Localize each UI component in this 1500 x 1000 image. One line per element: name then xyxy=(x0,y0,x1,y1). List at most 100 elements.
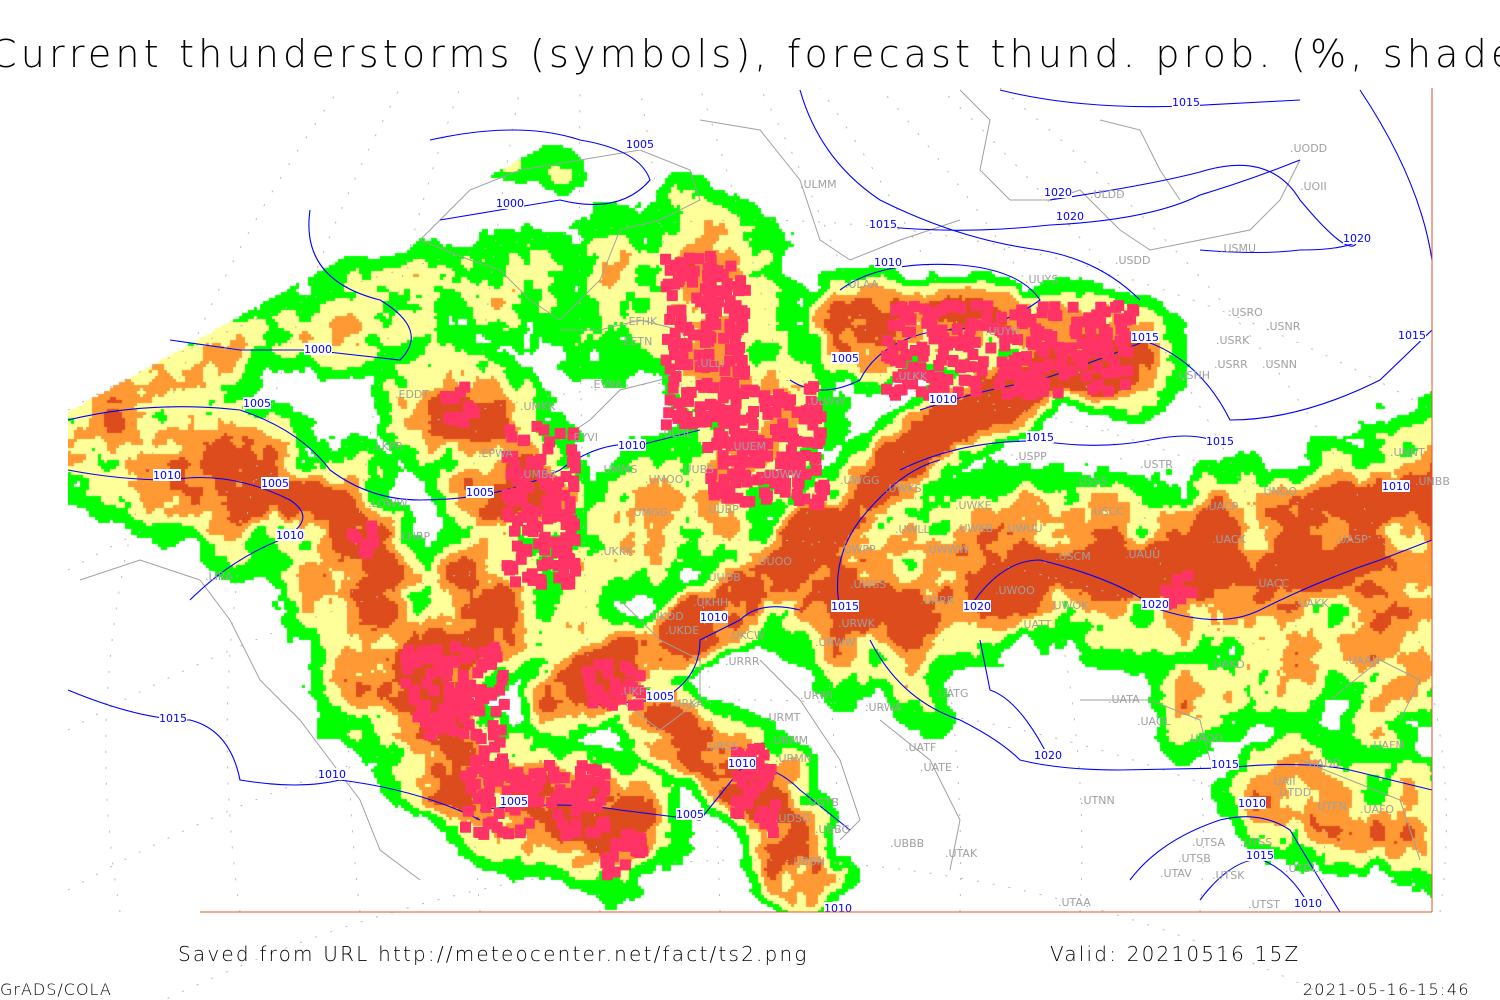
thunderstorm-symbol xyxy=(484,781,496,793)
station-label: .UNNT xyxy=(1390,446,1425,459)
thunderstorm-symbol xyxy=(958,359,970,371)
station-label: .UNOO xyxy=(1260,485,1297,498)
svg-text:1010: 1010 xyxy=(1294,897,1322,910)
parallel-line xyxy=(67,379,1433,571)
station-label: .USRR xyxy=(1214,358,1248,371)
thunderstorm-symbol xyxy=(807,419,819,431)
svg-text:1010: 1010 xyxy=(276,529,304,542)
parallel-line xyxy=(163,859,1337,1000)
station-label: .UACK xyxy=(1212,533,1247,546)
isobar-label: 1005 xyxy=(500,795,528,808)
thunderstorm-symbol xyxy=(528,768,540,780)
thunderstorm-symbol xyxy=(930,374,942,386)
thunderstorm-symbol xyxy=(884,352,896,364)
isobar-label: 1000 xyxy=(496,197,524,210)
thunderstorm-symbol xyxy=(881,335,893,347)
isobar-label: 1010 xyxy=(874,256,902,269)
station-label: .USPP xyxy=(1015,450,1047,463)
thunderstorm-symbol xyxy=(1179,586,1191,598)
station-label: .UMBB xyxy=(520,468,556,481)
thunderstorm-symbol xyxy=(777,418,789,430)
thunderstorm-symbol xyxy=(713,429,725,441)
thunderstorm-symbol xyxy=(504,424,516,436)
thunderstorm-symbol xyxy=(1045,337,1056,349)
thunderstorm-symbol xyxy=(916,341,928,353)
thunderstorm-symbol xyxy=(792,476,804,488)
thunderstorm-symbol xyxy=(928,333,940,345)
thunderstorm-symbol xyxy=(1021,354,1032,366)
thunderstorm-symbol xyxy=(734,458,746,470)
thunderstorm-symbol xyxy=(935,354,947,366)
isobar-label: 1020 xyxy=(1141,598,1169,611)
thunderstorm-symbol xyxy=(758,749,770,761)
thunderstorm-symbol xyxy=(457,706,469,718)
thunderstorm-symbol xyxy=(909,345,921,356)
thunderstorm-symbol xyxy=(411,656,423,668)
station-label: .UATG xyxy=(935,687,968,700)
thunderstorm-symbol xyxy=(704,251,716,262)
thunderstorm-symbol xyxy=(926,318,938,330)
thunderstorm-symbol xyxy=(963,341,975,353)
isobar-label: 1015 xyxy=(1211,758,1239,771)
thunderstorm-symbol xyxy=(1055,360,1067,372)
thunderstorm-symbol xyxy=(728,311,740,323)
isobar-label: 1015 xyxy=(1172,96,1200,109)
thunderstorm-symbol xyxy=(582,801,594,813)
svg-text:1020: 1020 xyxy=(1044,186,1072,199)
thunderstorm-symbol xyxy=(522,524,534,536)
thunderstorm-symbol xyxy=(1114,335,1126,347)
thunderstorm-symbol xyxy=(1024,380,1036,392)
thunderstorm-symbol xyxy=(704,398,716,410)
thunderstorm-symbol xyxy=(960,374,972,386)
thunderstorm-symbol xyxy=(815,427,827,439)
thunderstorm-symbol xyxy=(810,453,822,465)
thunderstorm-symbol xyxy=(1053,341,1065,353)
thunderstorm-symbol xyxy=(536,560,548,572)
thunderstorm-symbol xyxy=(493,808,505,819)
thunderstorm-symbol xyxy=(555,509,567,521)
thunderstorm-symbol xyxy=(917,350,929,362)
thunderstorm-symbol xyxy=(728,423,740,435)
thunderstorm-symbol xyxy=(552,809,564,821)
thunderstorm-symbol xyxy=(425,645,437,657)
isobar-label: 1010 xyxy=(728,757,756,770)
isobar-label: 1015 xyxy=(1131,331,1159,344)
thunderstorm-symbol xyxy=(526,568,538,580)
isobar-label: 1015 xyxy=(1246,849,1274,862)
thunderstorm-symbol xyxy=(919,303,931,315)
thunderstorm-symbol xyxy=(1030,323,1042,335)
thunderstorm-symbol xyxy=(672,276,684,287)
station-labels: .ULMM .ULAA .UUYS .USDD .USMU .UODD .UOII .ULDD… xyxy=(205,142,1450,911)
station-label: .USHH xyxy=(1175,369,1210,382)
thunderstorm-symbol xyxy=(1036,378,1048,390)
thunderstorm-symbol xyxy=(733,285,744,297)
thunderstorm-symbol xyxy=(725,260,737,272)
station-label: .ULWW xyxy=(807,395,846,408)
svg-text:1010: 1010 xyxy=(618,439,646,452)
thunderstorm-symbol xyxy=(445,691,457,702)
thunderstorm-symbol xyxy=(1052,387,1064,399)
thunderstorm-symbol xyxy=(441,393,453,405)
thunderstorm-symbol xyxy=(754,457,766,469)
thunderstorm-symbol xyxy=(533,538,545,550)
thunderstorm-symbol xyxy=(559,489,571,501)
thunderstorm-symbol xyxy=(550,793,562,805)
svg-text:1020: 1020 xyxy=(1034,749,1062,762)
thunderstorm-symbol xyxy=(664,363,676,375)
thunderstorm-symbol xyxy=(798,413,810,425)
thunderstorm-symbol xyxy=(670,260,682,272)
isobar-label: 1005 xyxy=(676,808,704,821)
thunderstorm-symbol xyxy=(1082,347,1094,359)
station-label: .UATA xyxy=(1108,693,1140,706)
thunderstorm-symbol xyxy=(967,349,979,360)
isobar-label: 1010 xyxy=(618,439,646,452)
station-label: .UKDE xyxy=(665,624,699,637)
station-label: .USRO xyxy=(1228,306,1263,319)
isobar-label: 1010 xyxy=(318,768,346,781)
station-label: .UAOL xyxy=(1137,715,1172,728)
thunderstorm-symbol xyxy=(769,799,781,811)
thunderstorm-symbol xyxy=(1025,316,1037,328)
thunderstorm-symbol xyxy=(743,769,755,781)
thunderstorm-symbol xyxy=(1076,337,1088,349)
thunderstorm-symbol xyxy=(955,302,967,314)
